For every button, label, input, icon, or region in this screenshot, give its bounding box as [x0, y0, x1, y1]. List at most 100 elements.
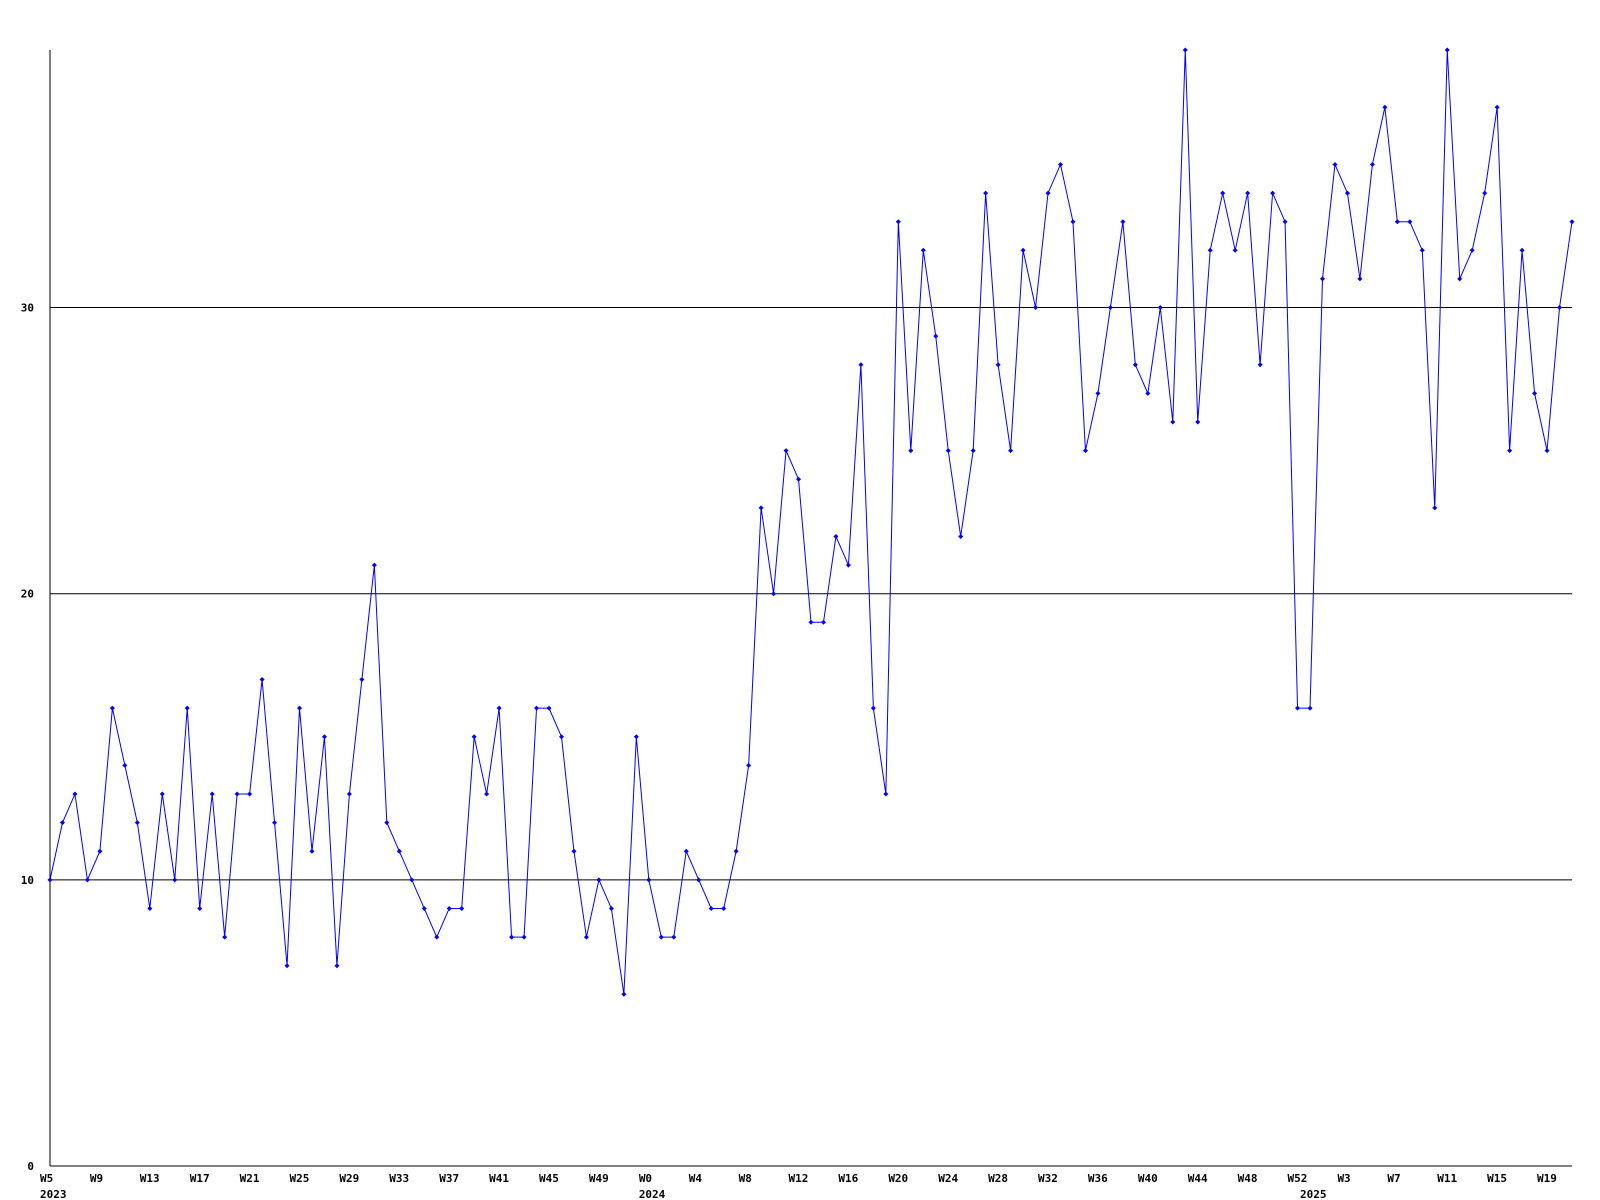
- point: [122, 762, 128, 768]
- point: [671, 934, 677, 940]
- point: [396, 848, 402, 854]
- point: [109, 705, 115, 711]
- point: [509, 934, 515, 940]
- point: [771, 591, 777, 597]
- point: [247, 791, 253, 797]
- point: [1033, 305, 1039, 311]
- point: [746, 762, 752, 768]
- point: [297, 705, 303, 711]
- point: [920, 247, 926, 253]
- point: [883, 791, 889, 797]
- point: [172, 877, 178, 883]
- point: [1307, 705, 1313, 711]
- point: [758, 505, 764, 511]
- point: [234, 791, 240, 797]
- point: [783, 448, 789, 454]
- y-tick-label: 0: [27, 1160, 34, 1173]
- x-tick-label: W37: [439, 1172, 459, 1185]
- point: [820, 619, 826, 625]
- point: [72, 791, 78, 797]
- point: [1332, 161, 1338, 167]
- x-tick-label: W21: [240, 1172, 260, 1185]
- point: [1045, 190, 1051, 196]
- point: [1444, 47, 1450, 53]
- point: [833, 533, 839, 539]
- point: [1107, 305, 1113, 311]
- point: [97, 848, 103, 854]
- point: [1145, 390, 1151, 396]
- point: [521, 934, 527, 940]
- x-year-label: 2023: [40, 1188, 67, 1200]
- point: [1282, 219, 1288, 225]
- point: [1557, 305, 1563, 311]
- point: [1245, 190, 1251, 196]
- point: [1319, 276, 1325, 282]
- point: [1270, 190, 1276, 196]
- point: [1369, 161, 1375, 167]
- point: [471, 734, 477, 740]
- point: [434, 934, 440, 940]
- point: [945, 448, 951, 454]
- series-line: [49, 49, 1573, 995]
- point: [1020, 247, 1026, 253]
- x-tick-label: W25: [290, 1172, 310, 1185]
- point: [983, 190, 989, 196]
- point: [147, 905, 153, 911]
- point: [845, 562, 851, 568]
- y-tick-label: 10: [21, 874, 34, 887]
- point: [808, 619, 814, 625]
- y-tick-label: 30: [21, 302, 34, 315]
- point: [134, 820, 140, 826]
- point: [222, 934, 228, 940]
- point: [721, 905, 727, 911]
- point: [1432, 505, 1438, 511]
- x-tick-label: W24: [938, 1172, 958, 1185]
- point: [421, 905, 427, 911]
- point: [933, 333, 939, 339]
- point: [1058, 161, 1064, 167]
- point: [1295, 705, 1301, 711]
- point: [47, 877, 53, 883]
- point: [908, 448, 914, 454]
- x-tick-label: W28: [988, 1172, 1008, 1185]
- point: [371, 562, 377, 568]
- x-tick-label: W7: [1387, 1172, 1400, 1185]
- point: [796, 476, 802, 482]
- point: [970, 448, 976, 454]
- x-tick-label: W40: [1138, 1172, 1158, 1185]
- point: [1082, 448, 1088, 454]
- point: [259, 677, 265, 683]
- x-tick-label: W36: [1088, 1172, 1108, 1185]
- point: [1357, 276, 1363, 282]
- point: [1569, 219, 1575, 225]
- x-tick-label: W15: [1487, 1172, 1507, 1185]
- point: [459, 905, 465, 911]
- x-tick-label: W8: [739, 1172, 752, 1185]
- point: [1232, 247, 1238, 253]
- point: [1344, 190, 1350, 196]
- point: [1070, 219, 1076, 225]
- point: [1407, 219, 1413, 225]
- point: [733, 848, 739, 854]
- point: [633, 734, 639, 740]
- point: [696, 877, 702, 883]
- x-tick-label: W52: [1288, 1172, 1308, 1185]
- x-tick-label: W29: [339, 1172, 359, 1185]
- point: [571, 848, 577, 854]
- point: [496, 705, 502, 711]
- point: [683, 848, 689, 854]
- point: [1544, 448, 1550, 454]
- x-tick-label: W13: [140, 1172, 160, 1185]
- point: [1095, 390, 1101, 396]
- point: [284, 963, 290, 969]
- point: [1507, 448, 1513, 454]
- point: [1494, 104, 1500, 110]
- point: [708, 905, 714, 911]
- point: [184, 705, 190, 711]
- point: [1120, 219, 1126, 225]
- point: [409, 877, 415, 883]
- point: [159, 791, 165, 797]
- point: [197, 905, 203, 911]
